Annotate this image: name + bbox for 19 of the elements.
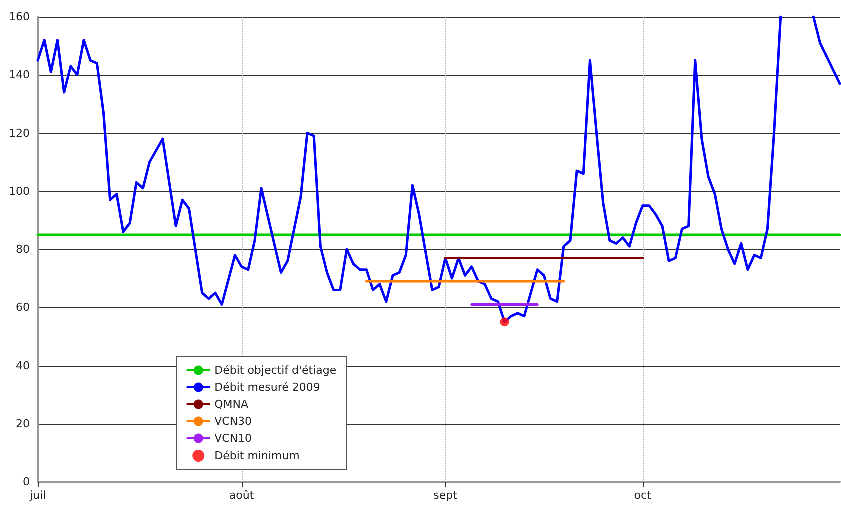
- y-tick-label: 140: [9, 68, 30, 82]
- legend-label: VCN10: [214, 432, 252, 445]
- x-tick-label: oct: [634, 489, 652, 502]
- y-tick-label: 60: [16, 301, 30, 314]
- x-tick-label: août: [229, 489, 255, 502]
- legend-label: VCN30: [214, 415, 252, 428]
- x-tick-label: juil: [28, 489, 46, 502]
- y-tick-label: 80: [16, 243, 30, 256]
- x-tick-label: sept: [434, 489, 458, 502]
- y-tick-label: 160: [9, 10, 30, 24]
- legend-label: Débit mesuré 2009: [214, 381, 320, 394]
- y-tick-label: 120: [9, 126, 30, 140]
- y-tick-label: 100: [9, 184, 30, 198]
- legend-label: QMNA: [214, 398, 249, 411]
- y-tick-label: 40: [16, 359, 30, 372]
- y-tick-label: 20: [16, 417, 30, 430]
- legend-label: Débit objectif d'étiage: [214, 364, 337, 377]
- legend-label: Débit minimum: [214, 450, 300, 462]
- y-tick-label: 0: [23, 476, 30, 488]
